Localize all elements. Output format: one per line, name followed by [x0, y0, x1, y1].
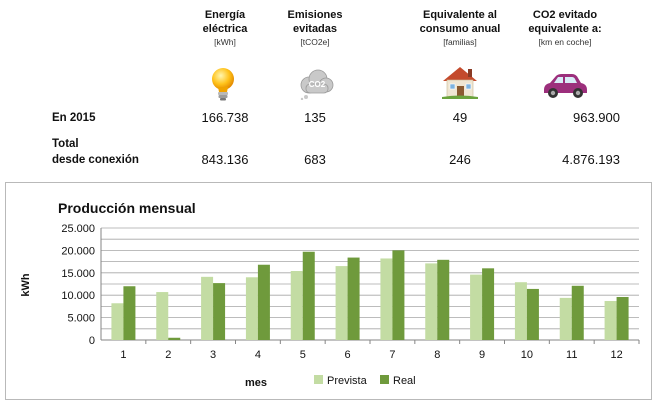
legend: Prevista Real — [314, 375, 416, 387]
row-label-total: Total desde conexión — [52, 136, 139, 168]
x-tick-label: 1 — [120, 349, 126, 361]
co2-cloud-icon: CO2 — [300, 69, 334, 100]
x-tick-label: 10 — [521, 349, 533, 361]
bar-prevista-7 — [380, 258, 393, 340]
y-tick-label: 10.000 — [61, 290, 95, 302]
header-energia-line-1: Energía — [204, 9, 246, 21]
value-total-co2-km: 4.876.193 — [562, 152, 620, 167]
header-emisiones-line-2: evitadas — [292, 23, 338, 35]
value-total-equivalente: 246 — [449, 152, 471, 167]
bar-real-4 — [257, 264, 270, 340]
value-2015-energia: 166.738 — [201, 110, 249, 125]
car-icon — [544, 74, 587, 98]
y-tick-label: 0 — [89, 335, 95, 347]
value-total-energia: 843.136 — [201, 152, 249, 167]
bar-real-11 — [571, 285, 584, 340]
x-tick-label: 12 — [610, 349, 622, 361]
bar-prevista-1 — [111, 303, 124, 340]
x-tick-label: 3 — [210, 349, 216, 361]
value-2015-equivalente: 49 — [452, 110, 468, 125]
bar-real-1 — [123, 286, 136, 340]
chart-title: Producción mensual — [58, 200, 196, 216]
house-icon — [442, 67, 478, 99]
bar-real-5 — [302, 251, 315, 340]
bar-real-12 — [616, 296, 629, 340]
bar-real-3 — [213, 283, 226, 340]
value-2015-emisiones: 135 — [304, 110, 326, 125]
bar-prevista-4 — [245, 277, 258, 340]
bar-real-10 — [526, 288, 539, 340]
bar-prevista-10 — [514, 282, 527, 340]
header-emisiones: Emisiones evitadas [tCO2e] — [275, 8, 355, 48]
header-equivalente: Equivalente al consumo anual [familias] — [410, 8, 510, 48]
x-tick-label: 9 — [479, 349, 485, 361]
header-energia-line-2: eléctrica — [202, 23, 248, 35]
header-co2-evitado-line-2: equivalente a: — [528, 23, 602, 35]
co2-cloud-text: CO2 — [309, 80, 326, 89]
header-emisiones-line-1: Emisiones — [287, 9, 343, 21]
header-energia-unit: [kWh] — [214, 37, 236, 47]
y-axis-label: kWh — [20, 273, 32, 297]
bar-prevista-5 — [290, 271, 303, 340]
header-co2-evitado: CO2 evitado equivalente a: [km en coche] — [515, 8, 615, 48]
row-label-2015: En 2015 — [52, 112, 96, 124]
bar-prevista-6 — [335, 266, 348, 340]
bar-prevista-8 — [425, 263, 438, 340]
x-tick-label: 11 — [566, 349, 577, 361]
bar-real-2 — [168, 337, 181, 340]
y-tick-label: 20.000 — [61, 245, 95, 257]
x-tick-label: 5 — [300, 349, 306, 361]
chart-panel: Producción mensual kWh mes 0 5.000 10.000 1… — [5, 182, 652, 400]
value-2015-co2-km: 963.900 — [573, 110, 620, 125]
bar-prevista-12 — [604, 301, 617, 340]
header-co2-evitado-line-1: CO2 evitado — [532, 9, 598, 21]
row-label-total-line-2: desde conexión — [52, 154, 139, 166]
header-energia: Energía eléctrica [kWh] — [185, 8, 265, 48]
header-co2-evitado-unit: [km en coche] — [538, 37, 592, 47]
legend-label-prevista: Prevista — [327, 375, 368, 387]
y-tick-label: 5.000 — [67, 313, 95, 325]
header-emisiones-unit: [tCO2e] — [300, 37, 330, 47]
header-equivalente-unit: [familias] — [443, 37, 477, 47]
x-tick-label: 4 — [255, 349, 261, 361]
legend-swatch-real — [380, 375, 389, 384]
bar-prevista-11 — [559, 297, 572, 340]
x-axis-label: mes — [245, 377, 267, 389]
legend-swatch-prevista — [314, 375, 323, 384]
bar-real-9 — [482, 268, 495, 340]
y-tick-label: 25.000 — [61, 223, 95, 235]
bar-real-7 — [392, 250, 405, 340]
bar-real-8 — [437, 259, 450, 340]
bar-real-6 — [347, 257, 360, 340]
header-equivalente-line-1: Equivalente al — [423, 9, 497, 21]
legend-label-real: Real — [393, 375, 416, 387]
x-tick-label: 2 — [165, 349, 171, 361]
production-chart: Producción mensual kWh mes 0 5.000 10.000 1… — [20, 200, 640, 389]
x-tick-label: 8 — [434, 349, 440, 361]
lightbulb-icon — [212, 68, 234, 101]
header-equivalente-line-2: consumo anual — [419, 23, 501, 35]
row-label-total-line-1: Total — [52, 138, 79, 150]
value-total-emisiones: 683 — [304, 152, 326, 167]
y-tick-label: 15.000 — [61, 268, 95, 280]
bar-prevista-3 — [201, 276, 214, 340]
x-tick-label: 7 — [389, 349, 395, 361]
bar-prevista-2 — [156, 292, 169, 340]
x-tick-label: 6 — [345, 349, 351, 361]
bar-prevista-9 — [470, 274, 483, 340]
